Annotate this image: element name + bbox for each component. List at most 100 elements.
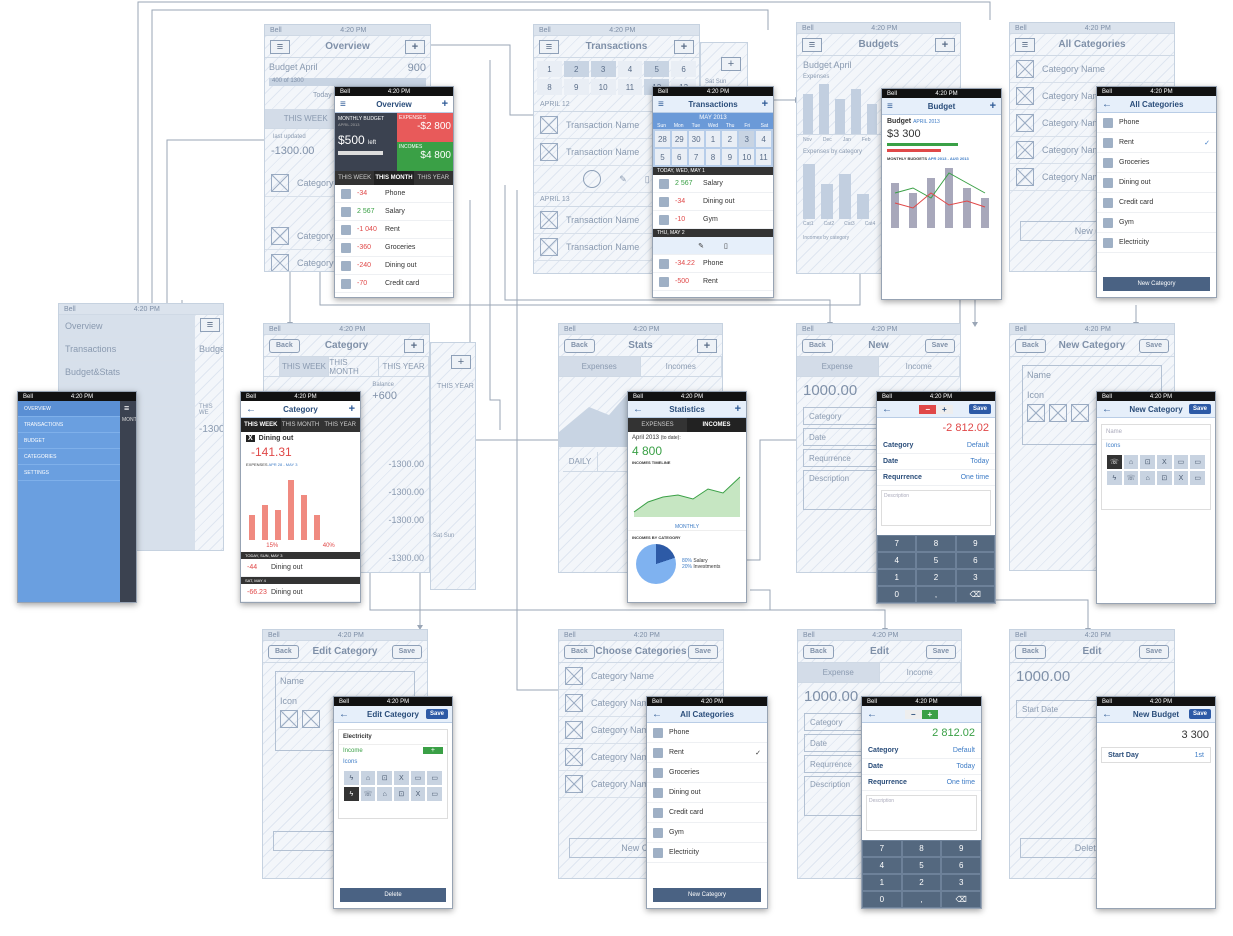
card-icon[interactable]: ▭ (410, 771, 426, 785)
menu-button[interactable]: ≡ (200, 318, 220, 332)
menu-icon[interactable]: ≡ (340, 98, 346, 110)
home-icon[interactable]: ⌂ (1123, 455, 1139, 469)
add-button[interactable]: + (674, 40, 694, 54)
list-item[interactable]: Phone (647, 723, 767, 743)
tag-icon[interactable] (583, 170, 602, 188)
home-icon[interactable]: ⌂ (377, 787, 392, 801)
income-toggle[interactable]: + (422, 747, 443, 754)
cutlery-icon[interactable]: X (410, 787, 426, 801)
phone-icon[interactable]: ☏ (1123, 471, 1139, 485)
list-item[interactable]: -34 Phone (335, 185, 453, 203)
list-item[interactable]: -44 Dining out (241, 559, 360, 577)
list-item[interactable]: -240 Dining out (335, 257, 453, 275)
tab-this-year[interactable]: THIS YEAR (417, 175, 450, 181)
list-item[interactable]: -500 Rent (653, 273, 773, 291)
back-button[interactable]: Back (269, 339, 300, 353)
list-item[interactable]: Category Name (559, 663, 723, 690)
bolt-icon[interactable]: ϟ (344, 771, 359, 785)
list-item[interactable]: -34 Dining out (653, 193, 773, 211)
list-item[interactable]: Electricity (647, 843, 767, 863)
plus-button[interactable]: + (921, 709, 939, 719)
list-item[interactable]: Electricity (1097, 233, 1216, 253)
menu-icon[interactable]: ≡ (124, 403, 130, 413)
list-item[interactable]: Transaction Name (534, 234, 699, 261)
cart-icon[interactable]: ⊡ (1157, 471, 1172, 485)
add-icon[interactable]: + (441, 98, 448, 110)
list-item[interactable]: Transaction Name (534, 139, 699, 166)
add-button[interactable]: + (405, 40, 425, 54)
list-item[interactable]: Gym (1097, 213, 1216, 233)
menu-item-categories[interactable]: CATEGORIES (18, 449, 120, 465)
list-item[interactable]: Phone (1097, 113, 1216, 133)
card-icon[interactable]: ▭ (1173, 455, 1189, 469)
list-item[interactable]: Category (265, 250, 430, 271)
phone-icon[interactable]: ☏ (1107, 455, 1122, 469)
expenses-card[interactable]: EXPENSES -$2 800 (397, 113, 453, 142)
list-item[interactable]: Dining out (1097, 173, 1216, 193)
list-item[interactable]: Dining out (647, 783, 767, 803)
edit-icon[interactable]: ✎ (698, 242, 704, 250)
trash-icon[interactable]: ▯ (724, 242, 728, 250)
list-item[interactable]: -1 040 Rent (335, 221, 453, 239)
bolt-icon[interactable]: ϟ (344, 787, 359, 801)
tab-this-week[interactable]: THIS WEEK (338, 175, 372, 181)
list-item[interactable]: Category Name (559, 771, 723, 798)
card-icon[interactable]: ▭ (427, 787, 442, 801)
list-item[interactable]: Category Name (1010, 164, 1174, 191)
back-button[interactable]: Back (564, 339, 595, 353)
home-icon[interactable]: ⌂ (1140, 471, 1155, 485)
list-item[interactable]: Groceries (1097, 153, 1216, 173)
edit-icon[interactable]: ✎ (619, 173, 627, 184)
delete-button[interactable]: Delete (340, 888, 446, 902)
home-icon[interactable]: ⌂ (360, 771, 376, 785)
list-item[interactable]: Credit card (647, 803, 767, 823)
cart-icon[interactable]: ⊡ (394, 787, 409, 801)
cart-icon[interactable]: ⊡ (377, 771, 392, 785)
menu-button[interactable]: ≡ (539, 40, 559, 54)
menu-item-budget[interactable]: BUDGET (18, 433, 120, 449)
plus-button[interactable]: + (936, 404, 953, 414)
phone-icon[interactable]: ☏ (360, 787, 376, 801)
list-item[interactable]: Rent ✓ (647, 743, 767, 763)
menu-button[interactable]: ≡ (270, 40, 290, 54)
menu-item[interactable]: Budget&Stats (59, 361, 195, 384)
menu-item-transactions[interactable]: TRANSACTIONS (18, 417, 120, 433)
list-item[interactable]: Transaction Name (534, 112, 699, 139)
new-category-button[interactable]: New Category (1103, 277, 1210, 291)
back-icon[interactable]: ← (1102, 98, 1112, 110)
monthly-budget-card[interactable]: MONTHLY BUDGET APRIL 2013 $500 left (335, 113, 397, 171)
list-item[interactable]: -70 Credit card (335, 275, 453, 293)
new-category-button[interactable]: New Category (653, 888, 761, 902)
list-item[interactable]: Groceries (647, 763, 767, 783)
menu-item-settings[interactable]: SETTINGS (18, 465, 120, 481)
list-item[interactable]: Transaction Name (534, 207, 699, 234)
cart-icon[interactable]: ⊡ (1140, 455, 1155, 469)
list-item[interactable]: -10 Gym (653, 211, 773, 229)
list-item[interactable]: Category Name (1010, 56, 1174, 83)
cutlery-icon[interactable]: X (394, 771, 409, 785)
minus-button[interactable]: − (919, 404, 936, 414)
list-item[interactable]: Rent ✓ (1097, 133, 1216, 153)
list-item[interactable]: Category Name (1010, 110, 1174, 137)
list-item[interactable]: Credit card (1097, 193, 1216, 213)
cutlery-icon[interactable]: X (1173, 471, 1189, 485)
list-item[interactable]: -360 Groceries (335, 239, 453, 257)
bolt-icon[interactable]: ϟ (1107, 471, 1122, 485)
menu-item[interactable]: Transactions (59, 338, 195, 361)
list-item[interactable]: Category Name (1010, 137, 1174, 164)
tab-this-month[interactable]: THIS MONTH (374, 171, 414, 185)
card-icon[interactable]: ▭ (1190, 471, 1205, 485)
card-icon[interactable]: ▭ (1190, 455, 1205, 469)
list-item[interactable]: -34.22 Phone (653, 255, 773, 273)
menu-item-overview[interactable]: OVERVIEW (18, 401, 120, 417)
list-item[interactable]: Category Name (559, 717, 723, 744)
cutlery-icon[interactable]: X (1157, 455, 1172, 469)
list-item[interactable]: 2 567 Salary (653, 175, 773, 193)
list-item[interactable]: Category Name (559, 744, 723, 771)
list-item[interactable]: Gym (647, 823, 767, 843)
list-item[interactable]: Category Name (1010, 83, 1174, 110)
incomes-card[interactable]: INCOMES $4 800 (397, 142, 453, 171)
list-item[interactable]: 2 567 Salary (335, 203, 453, 221)
card-icon[interactable]: ▭ (427, 771, 442, 785)
list-item[interactable]: Category Name (559, 690, 723, 717)
